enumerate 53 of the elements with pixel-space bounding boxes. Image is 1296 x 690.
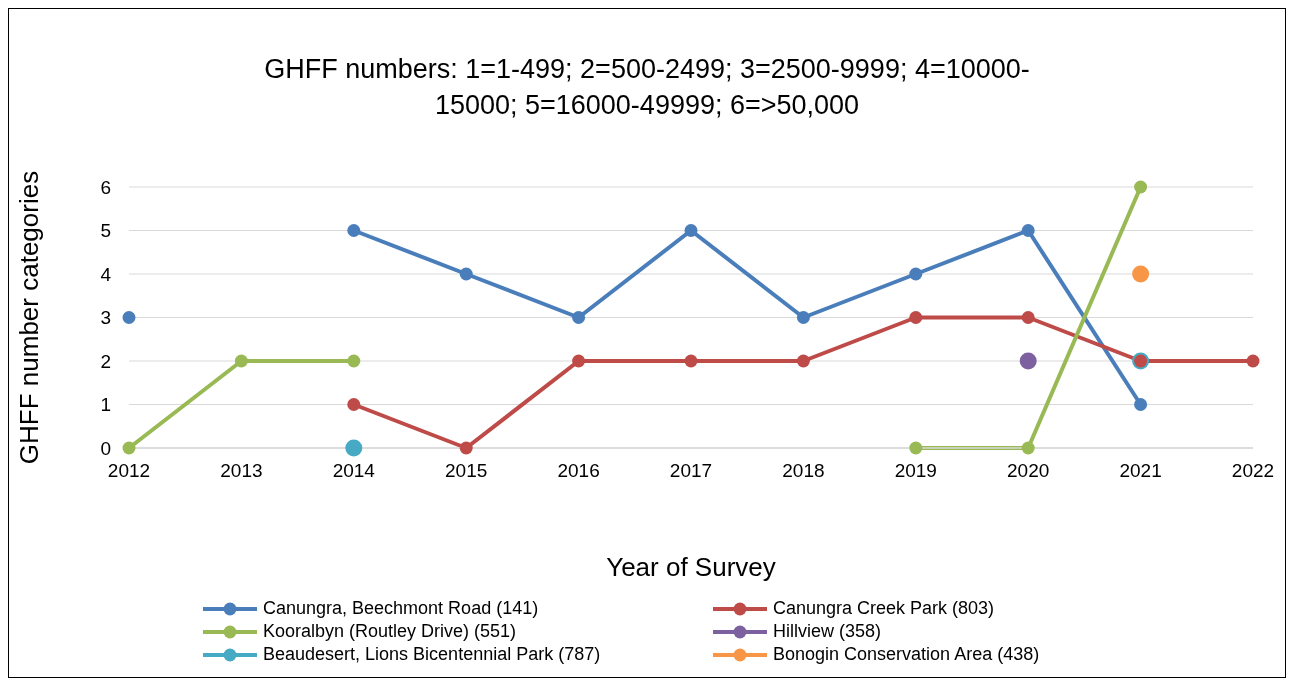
x-tick-label: 2018 bbox=[782, 460, 825, 482]
legend-label: Kooralbyn (Routley Drive) (551) bbox=[263, 621, 517, 642]
point bbox=[684, 354, 698, 368]
point bbox=[459, 441, 473, 455]
legend-label: Bonogin Conservation Area (438) bbox=[773, 644, 1040, 665]
point bbox=[459, 267, 473, 281]
y-tick-label: 2 bbox=[100, 350, 111, 372]
x-tick-label: 2020 bbox=[1007, 460, 1050, 482]
point bbox=[572, 354, 586, 368]
x-tick-label: 2012 bbox=[107, 460, 151, 482]
y-tick-label: 3 bbox=[100, 307, 111, 329]
point bbox=[796, 354, 810, 368]
point bbox=[1134, 398, 1148, 411]
x-tick-label: 2016 bbox=[557, 460, 600, 482]
x-axis-title: Year of Survey bbox=[606, 552, 776, 582]
legend-label: Beaudesert, Lions Bicentennial Park (787) bbox=[263, 644, 601, 665]
point bbox=[909, 441, 923, 455]
point bbox=[796, 311, 810, 324]
legend-label: Canungra, Beechmont Road (141) bbox=[263, 598, 539, 619]
point bbox=[347, 354, 361, 368]
point bbox=[909, 311, 923, 324]
y-tick-label: 5 bbox=[100, 220, 111, 242]
point bbox=[684, 224, 698, 237]
x-tick-label: 2022 bbox=[1231, 460, 1275, 482]
x-tick-label: 2014 bbox=[332, 460, 376, 482]
point bbox=[122, 311, 136, 324]
point bbox=[234, 354, 248, 368]
point bbox=[1019, 352, 1037, 370]
point bbox=[1021, 224, 1035, 237]
y-axis-title: GHFF number categories bbox=[14, 170, 45, 465]
point bbox=[1134, 180, 1148, 194]
point bbox=[345, 439, 363, 457]
y-tick-label: 0 bbox=[100, 437, 111, 459]
point bbox=[347, 224, 361, 237]
point bbox=[1132, 265, 1150, 283]
point bbox=[1021, 311, 1035, 324]
x-tick-label: 2013 bbox=[220, 460, 263, 482]
x-tick-label: 2017 bbox=[669, 460, 713, 482]
point bbox=[909, 267, 923, 281]
y-tick-label: 4 bbox=[100, 263, 112, 285]
point bbox=[1021, 441, 1035, 455]
point bbox=[122, 441, 136, 455]
y-tick-label: 1 bbox=[100, 394, 111, 416]
point bbox=[572, 311, 586, 324]
legend-label: Canungra Creek Park (803) bbox=[773, 598, 995, 619]
legend-label: Hillview (358) bbox=[773, 621, 882, 642]
x-tick-label: 2015 bbox=[445, 460, 488, 482]
point bbox=[1246, 354, 1260, 368]
point bbox=[347, 398, 361, 411]
chart-title: GHFF numbers: 1=1-499; 2=500-2499; 3=2500-9999; 4=10000-15000; 5=16000-49999; 6=>50,000 bbox=[263, 53, 1031, 122]
x-tick-label: 2019 bbox=[894, 460, 937, 482]
x-tick-label: 2021 bbox=[1119, 460, 1162, 482]
y-tick-label: 6 bbox=[100, 176, 111, 198]
